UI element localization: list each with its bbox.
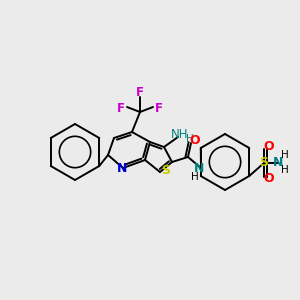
Text: NH: NH [171,128,189,140]
Text: N: N [194,163,204,176]
Text: H: H [281,165,289,175]
Text: O: O [264,172,274,185]
Text: O: O [264,140,274,154]
Text: F: F [136,86,144,100]
Text: F: F [117,101,125,115]
Text: H: H [186,134,194,144]
Text: H: H [191,172,199,182]
Text: F: F [155,101,163,115]
Text: H: H [281,150,289,160]
Text: S: S [161,164,170,178]
Text: S: S [260,157,268,169]
Text: N: N [117,161,127,175]
Text: O: O [190,134,200,146]
Text: N: N [273,155,283,169]
